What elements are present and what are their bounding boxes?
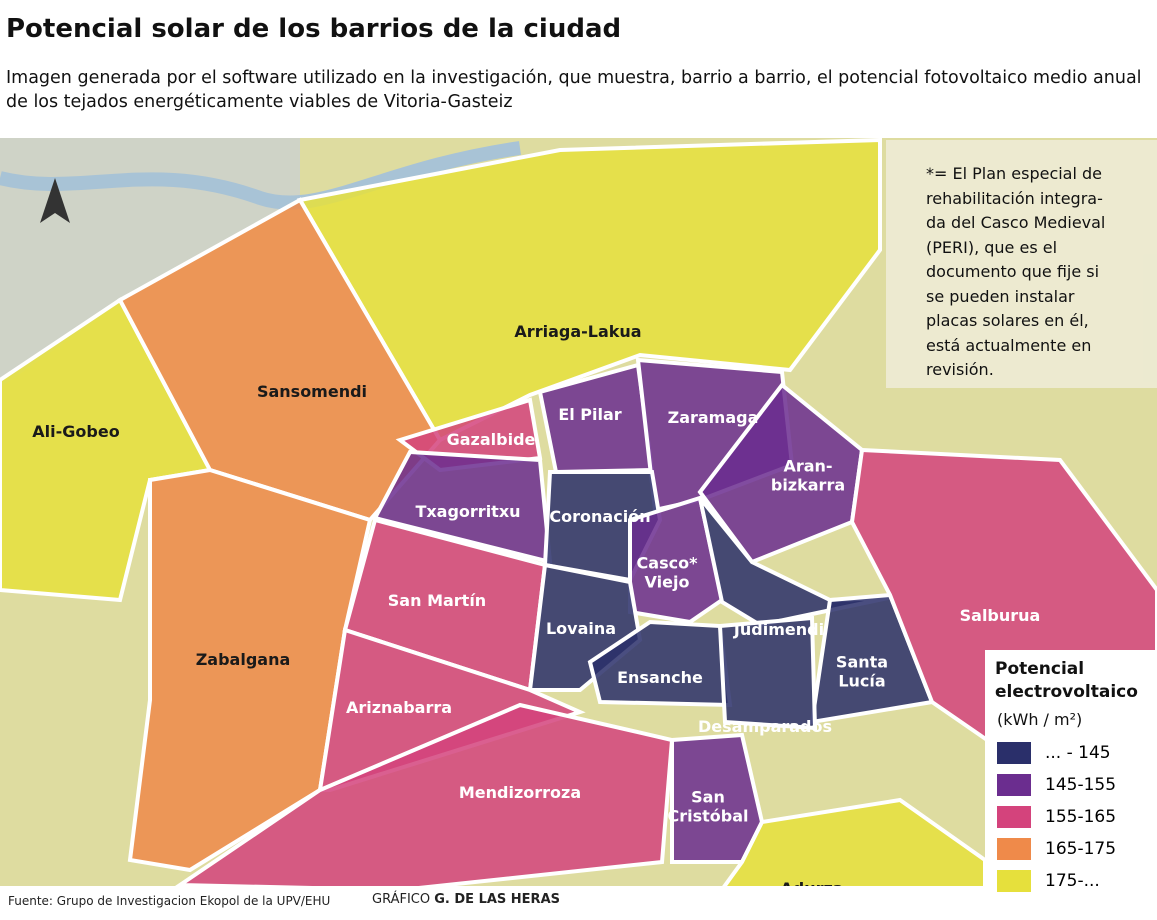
neighborhood-labels: Arriaga-Lakua Ali-Gobeo Sansomendi Zabalgan… <box>32 322 1040 898</box>
label-line: Mendizorroza <box>459 783 581 802</box>
label-line: Lovaina <box>546 619 616 638</box>
neighborhood-label: El Pilar <box>558 405 621 424</box>
countryside <box>0 138 300 388</box>
note-line: rehabilitación integra- <box>926 188 1103 208</box>
legend-title-line: electrovoltaico <box>995 682 1138 702</box>
label-line: Gazalbide <box>447 430 536 449</box>
legend-unit: (kWh / m²) <box>997 710 1083 729</box>
legend-label: 165-175 <box>1045 838 1117 859</box>
neighborhood-label: Arriaga-Lakua <box>514 322 641 341</box>
note-line: *= El Plan especial de <box>926 164 1103 183</box>
legend-title-line: Potencial <box>995 659 1085 679</box>
credit-name: G. DE LAS HERAS <box>434 892 560 907</box>
river <box>0 141 521 210</box>
source: Fuente: Grupo de Investigacion Ekopol de… <box>8 894 331 908</box>
neighborhood-label: Santa Lucía <box>836 652 888 690</box>
neighborhood-label: San Cristóbal <box>667 787 748 825</box>
note-line: da del Casco Medieval <box>926 213 1106 232</box>
neighborhood-label: Lovaina <box>546 619 616 638</box>
legend-label: 155-165 <box>1045 806 1117 827</box>
legend-swatch <box>997 741 1031 764</box>
neighborhood-label: San Martín <box>388 591 486 610</box>
footer: Fuente: Grupo de Investigacion Ekopol de… <box>0 886 985 920</box>
note-line: revisión. <box>926 360 994 379</box>
label-line: Ali-Gobeo <box>32 422 119 441</box>
legend-swatch <box>997 773 1031 796</box>
legend-item: 155-165 <box>997 805 1157 828</box>
label-line: Ariznabarra <box>346 698 452 717</box>
note-line: documento que fije si <box>926 262 1100 281</box>
neighborhood-label: Zabalgana <box>196 650 291 669</box>
neighborhood-label: Zaramaga <box>668 408 759 427</box>
neighborhood <box>372 449 553 565</box>
neighborhood-label: Ariznabarra <box>346 698 452 717</box>
credit-label: GRÁFICO <box>372 892 431 907</box>
legend-swatch <box>997 805 1031 828</box>
legend-label: 175-... <box>1045 870 1100 891</box>
legend-label: 145-155 <box>1045 774 1117 795</box>
label-line: Arriaga-Lakua <box>514 322 641 341</box>
neighborhood-label: Desamparados <box>698 717 832 736</box>
label-line: Casco* <box>637 553 699 572</box>
label-line: Santa <box>836 652 888 671</box>
note-line: se pueden instalar <box>926 286 1075 306</box>
note-box: *= El Plan especial de rehabilitación int… <box>886 140 1157 388</box>
title: Potencial solar de los barrios de la ciu… <box>6 14 622 44</box>
legend-item: 175-... <box>997 869 1157 892</box>
neighborhood <box>697 382 865 565</box>
note-line: está actualmente en <box>926 335 1092 355</box>
neighborhood <box>717 615 818 731</box>
neighborhood-label: Mendizorroza <box>459 783 581 802</box>
label-line: Ensanche <box>617 668 703 687</box>
neighborhood-label: Judimendi <box>733 620 824 639</box>
label-line: bizkarra <box>771 475 845 494</box>
legend-item: ... - 145 <box>997 741 1157 764</box>
label-line: Zabalgana <box>196 650 291 669</box>
legend-swatch <box>997 837 1031 860</box>
neighborhood-label: Salburua <box>960 606 1041 625</box>
label-line: Desamparados <box>698 717 832 736</box>
neighborhood-label: Sansomendi <box>257 382 367 401</box>
label-line: Zaramaga <box>668 408 759 427</box>
note-line: placas solares en él, <box>926 311 1089 330</box>
neighborhood-label: Aran-bizkarra <box>771 456 845 494</box>
label-line: Cristóbal <box>667 806 748 825</box>
label-line: Salburua <box>960 606 1041 625</box>
legend-item: 145-155 <box>997 773 1157 796</box>
label-line: Sansomendi <box>257 382 367 401</box>
credit: GRÁFICO G. DE LAS HERAS <box>372 892 560 907</box>
label-line: Txagorritxu <box>415 502 520 521</box>
label-line: Viejo <box>645 572 690 591</box>
neighborhood-label: Gazalbide <box>447 430 536 449</box>
legend-item: 165-175 <box>997 837 1157 860</box>
legend: Potencial electrovoltaico (kWh / m²) ... … <box>985 650 1157 920</box>
north-arrow <box>40 178 70 223</box>
label-line: El Pilar <box>558 405 621 424</box>
legend-title: Potencial electrovoltaico <box>995 658 1157 704</box>
neighborhood-label: Txagorritxu <box>415 502 520 521</box>
note-line: (PERI), que es el <box>926 237 1058 257</box>
legend-label: ... - 145 <box>1045 742 1111 763</box>
neighborhoods <box>0 138 1157 920</box>
subtitle: Imagen generada por el software utilizad… <box>6 68 1142 112</box>
neighborhood-label: Casco* Viejo <box>637 553 699 591</box>
label-line: San Martín <box>388 591 486 610</box>
neighborhood-label: Coronación <box>549 507 650 526</box>
label-line: San <box>691 787 725 806</box>
label-line: Lucía <box>838 671 885 690</box>
neighborhood-label: Ensanche <box>617 668 703 687</box>
legend-items: ... - 145 145-155 155-165 165-175 175-... <box>985 741 1157 892</box>
neighborhood-label: Ali-Gobeo <box>32 422 119 441</box>
label-line: Aran- <box>783 456 832 475</box>
legend-swatch <box>997 869 1031 892</box>
label-line: Judimendi <box>733 620 824 639</box>
label-line: Coronación <box>549 507 650 526</box>
note: *= El Plan especial de rehabilitación int… <box>926 162 1157 383</box>
